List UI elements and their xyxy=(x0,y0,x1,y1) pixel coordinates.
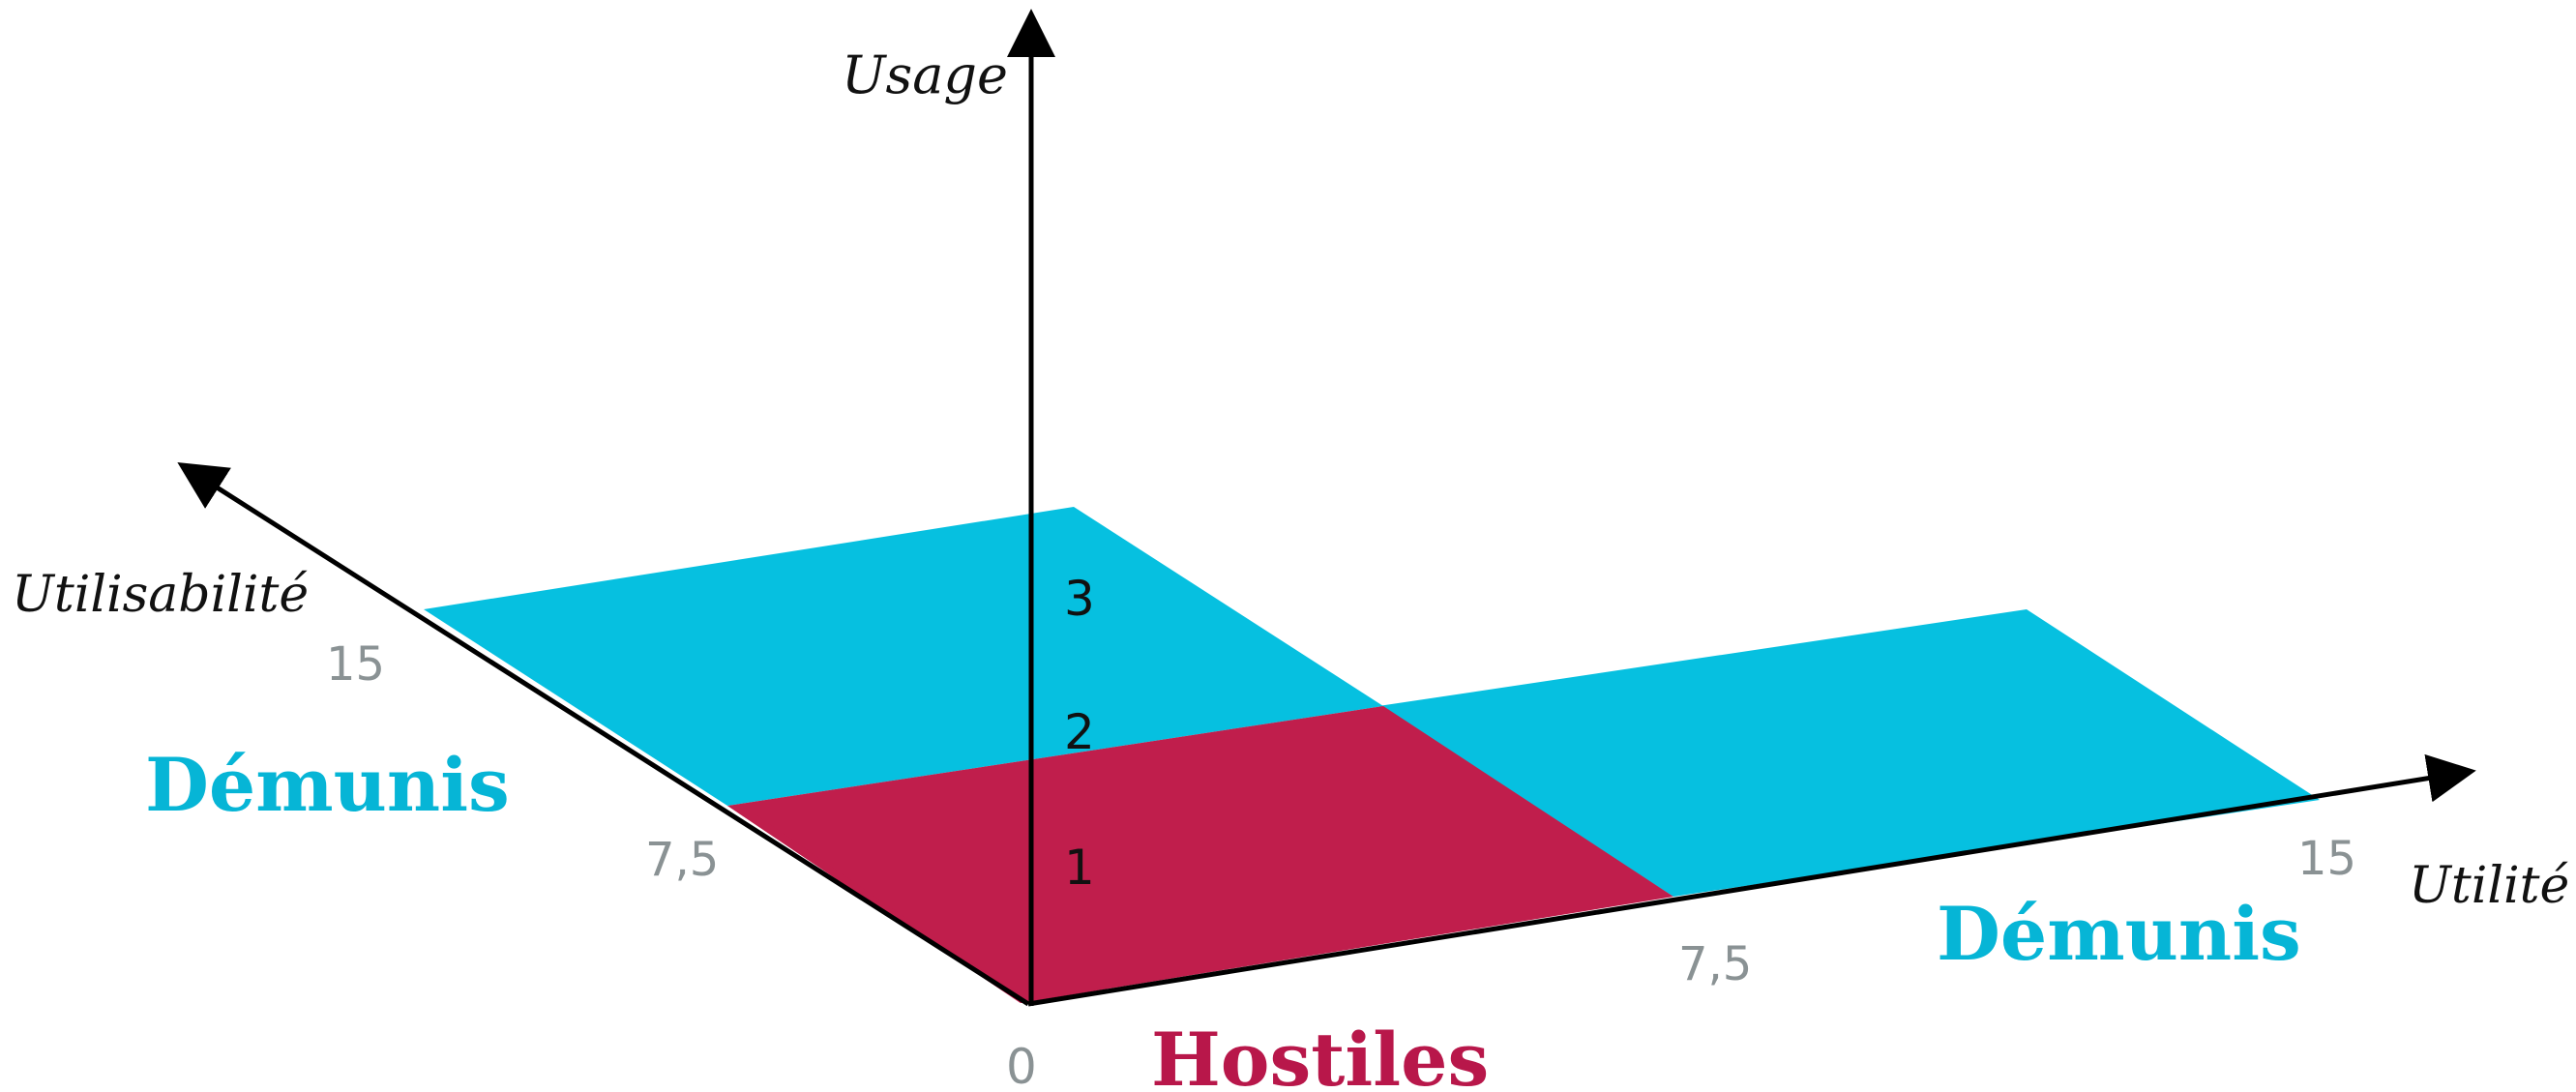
utilisabilite-axis-title: Utilisabilité xyxy=(12,566,309,624)
utilite-axis xyxy=(1027,753,2476,1007)
demunis-left-label: Démunis xyxy=(145,742,510,828)
utilisabilite-tick-15: 15 xyxy=(326,637,385,692)
usage-tick-3: 3 xyxy=(1064,571,1095,627)
usage-axis-title: Usage xyxy=(842,44,1008,105)
hostiles-label: Hostiles xyxy=(1151,1017,1489,1092)
utilite-tick-15: 15 xyxy=(2297,832,2356,886)
usage-tick-2: 2 xyxy=(1064,704,1095,760)
origin-label: 0 xyxy=(1006,1039,1037,1092)
utilite-tick-7-5: 7,5 xyxy=(1678,937,1752,991)
usage-tick-1: 1 xyxy=(1064,840,1095,896)
demunis-right-label: Démunis xyxy=(1937,891,2301,977)
utilite-axis-title: Utilité xyxy=(2409,857,2569,915)
utilisabilite-axis xyxy=(177,461,1030,1007)
demunis-left-plane xyxy=(424,507,1383,806)
demunis-right-plane xyxy=(1378,609,2320,897)
hostiles-plane xyxy=(727,706,1673,1003)
utilisabilite-tick-7-5: 7,5 xyxy=(645,833,719,887)
